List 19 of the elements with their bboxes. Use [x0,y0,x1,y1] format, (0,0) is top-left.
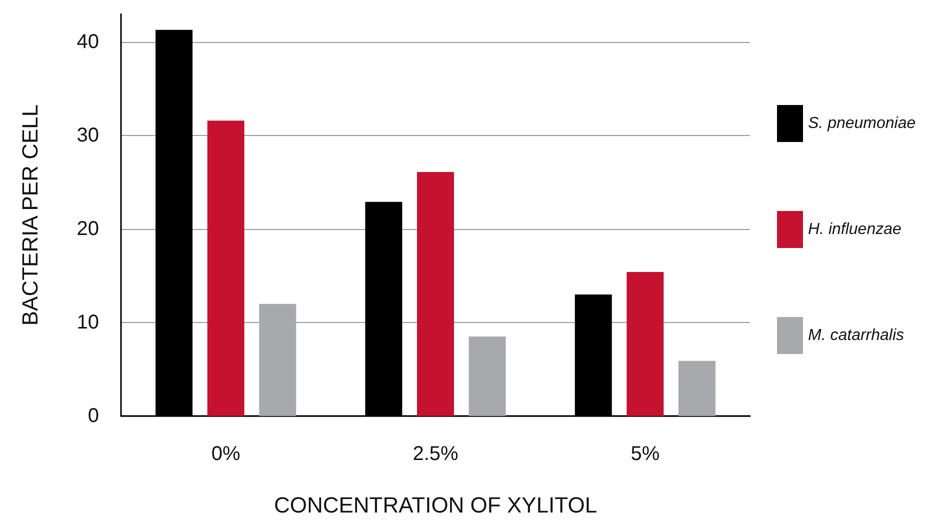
y-tick-label: 30 [76,124,99,147]
bar [417,172,454,416]
y-tick-label: 40 [76,31,99,54]
bar [207,120,244,416]
y-axis-title: BACTERIA PER CELL [18,104,42,326]
legend-label: S. pneumoniae [808,115,916,132]
x-tick-label: 2.5% [412,443,459,465]
legend-label: H. influenzae [808,221,902,238]
bar [468,336,506,416]
bar [626,272,664,416]
x-tick-label: 0% [211,443,241,465]
y-tick-label: 10 [76,312,99,334]
legend-label: M. catarrhalis [808,327,904,344]
y-tick-label: 20 [76,218,99,240]
x-tick-label: 5% [630,443,660,465]
bar [259,304,296,416]
x-axis-title: CONCENTRATION OF XYLITOL [274,492,598,518]
bar [678,360,716,416]
y-tick-label: 0 [88,405,99,427]
